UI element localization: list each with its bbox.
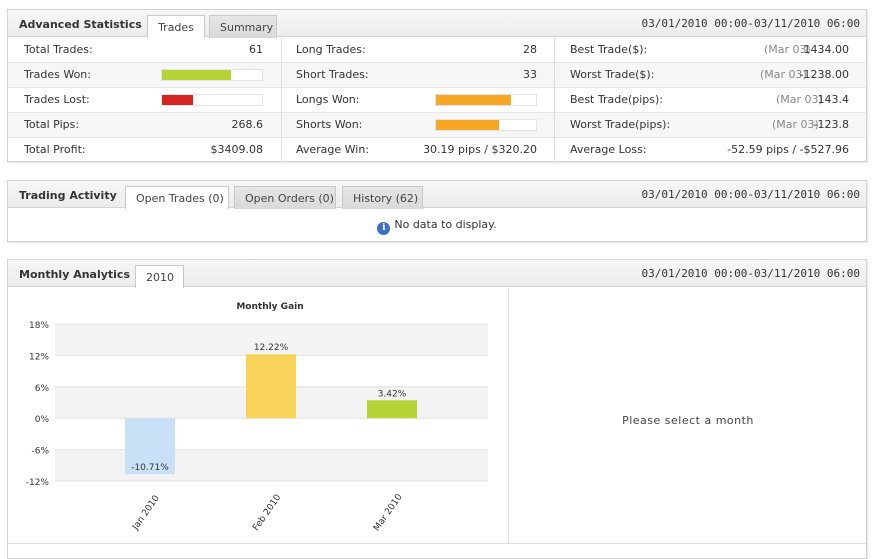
longs-won-bar-fill [436,95,511,105]
chart-band [55,324,488,356]
panel-title: Monthly Analytics [19,268,130,281]
tab-summary[interactable]: Summary [209,15,277,38]
tab-open-trades[interactable]: Open Trades (0) [125,186,229,209]
long-trades-label: Long Trades: [296,43,366,56]
tab-trades[interactable]: Trades [147,15,205,38]
date-range: 03/01/2010 00:00-03/11/2010 06:00 [641,17,860,30]
monthly-gain-chart-svg: -12% -6% 0% 6% 12% 18% Monthly Gain -10.71% Jan … [26,302,488,533]
chart-bar [125,418,175,475]
trading-activity-header: Trading Activity Open Trades (0) Open Or… [8,181,866,209]
date-range: 03/01/2010 00:00-03/11/2010 06:00 [641,267,860,280]
worst-trade-usd-date: (Mar 03) [760,68,807,81]
select-month-message: Please select a month [622,414,754,427]
bar-value-label: 3.42% [378,389,407,399]
monthly-analytics-header: Monthly Analytics 2010 03/01/2010 00:00-… [8,260,866,288]
monthly-analytics-panel: Monthly Analytics 2010 03/01/2010 00:00-… [7,259,867,559]
average-win-label: Average Win: [296,143,370,156]
y-tick-label: -6% [31,447,49,457]
y-tick-label: -12% [26,478,50,488]
trades-lost-bar-fill [162,95,193,105]
info-icon: i [377,222,391,235]
longs-won-label: Longs Won: [296,93,360,106]
total-trades-value: 61 [249,43,263,56]
chart-title: Monthly Gain [236,302,303,312]
best-trade-pips-value: 143.4 [817,93,850,106]
panel-title: Advanced Statistics [19,18,142,31]
worst-trade-pips-value: -123.8 [813,118,849,131]
advanced-statistics-panel: Advanced Statistics Trades Summary 03/01… [7,9,867,162]
trades-won-bar [161,69,263,81]
total-profit-value: $3409.08 [210,143,264,156]
long-trades-value: 28 [523,43,537,56]
worst-trade-usd-value: -1238.00 [799,68,849,81]
best-trade-pips-date: (Mar 03) [776,93,823,106]
no-data-text: No data to display. [394,218,497,231]
tab-2010[interactable]: 2010 [135,265,184,288]
total-pips-value: 268.6 [231,118,264,131]
short-trades-label: Short Trades: [296,68,369,81]
total-profit-label: Total Profit: [24,143,86,156]
best-trade-usd-date: (Mar 03) [764,43,811,56]
worst-trade-pips-date: (Mar 03) [772,118,819,131]
chart-bar [367,400,417,419]
worst-trade-usd-label: Worst Trade($): [570,68,655,81]
monthly-gain-chart: -12% -6% 0% 6% 12% 18% Monthly Gain -10.71% Jan … [8,288,508,543]
chart-band [55,449,488,481]
average-loss-label: Average Loss: [570,143,647,156]
chart-bar [246,354,296,419]
y-tick-label: 12% [29,352,49,362]
panel-title: Trading Activity [19,189,117,202]
total-pips-label: Total Pips: [24,118,80,131]
x-tick-label: Mar 2010 [372,492,405,533]
month-detail-area: Please select a month [508,288,866,543]
y-tick-label: 18% [29,321,49,331]
best-trade-usd-value: 1434.00 [803,43,850,56]
advanced-statistics-header: Advanced Statistics Trades Summary 03/01… [8,10,866,38]
trades-lost-label: Trades Lost: [24,93,90,106]
y-tick-label: 6% [35,384,50,394]
average-win-value: 30.19 pips / $320.20 [423,143,537,156]
shorts-won-bar-fill [436,120,499,130]
no-data-message: i No data to display. [8,218,866,235]
trades-lost-bar [161,94,263,106]
shorts-won-bar [435,119,537,131]
tab-open-orders[interactable]: Open Orders (0) [234,186,336,209]
longs-won-bar [435,94,537,106]
trades-won-bar-fill [162,70,231,80]
y-tick-label: 0% [35,415,50,425]
short-trades-value: 33 [523,68,537,81]
date-range: 03/01/2010 00:00-03/11/2010 06:00 [641,188,860,201]
best-trade-usd-label: Best Trade($): [570,43,648,56]
bar-value-label: 12.22% [254,343,289,353]
trades-won-label: Trades Won: [24,68,91,81]
shorts-won-label: Shorts Won: [296,118,363,131]
x-tick-label: Jan 2010 [130,494,162,533]
bar-value-label: -10.71% [131,463,169,473]
best-trade-pips-label: Best Trade(pips): [570,93,664,106]
tab-history[interactable]: History (62) [342,186,423,209]
x-tick-label: Feb 2010 [251,493,283,533]
total-trades-label: Total Trades: [24,43,93,56]
worst-trade-pips-label: Worst Trade(pips): [570,118,671,131]
average-loss-value: -52.59 pips / -$527.96 [727,143,849,156]
trading-activity-panel: Trading Activity Open Trades (0) Open Or… [7,180,867,242]
